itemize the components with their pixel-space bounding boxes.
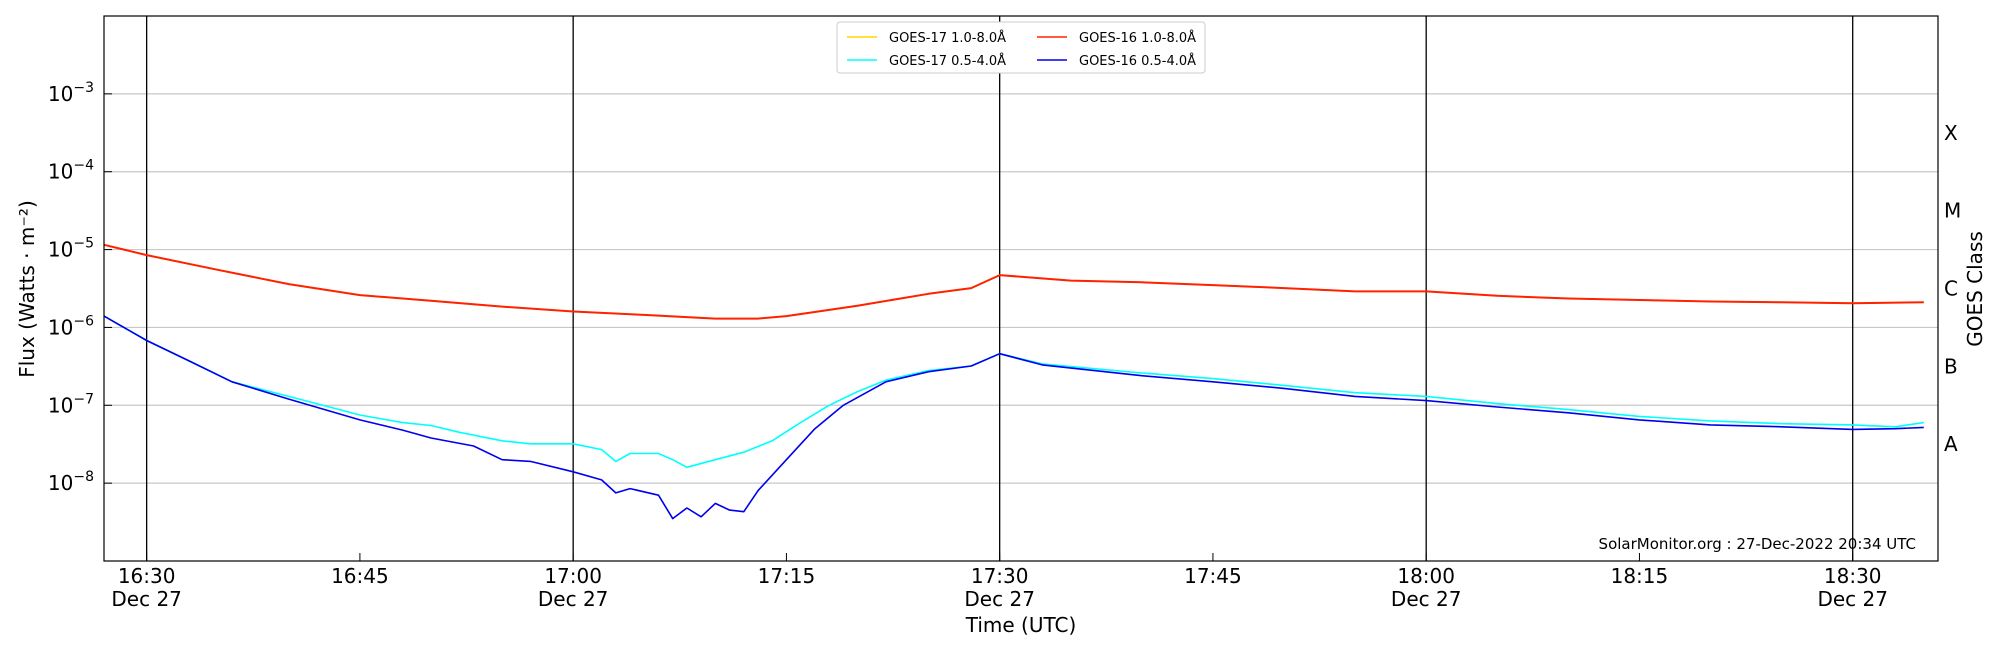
legend-label: GOES-17 0.5-4.0Å bbox=[889, 53, 1006, 69]
x-tick-date-label: Dec 27 bbox=[964, 587, 1035, 611]
legend-label: GOES-17 1.0-8.0Å bbox=[889, 30, 1006, 46]
goes-class-labels: X M C B A bbox=[1944, 121, 1961, 456]
goes-class-label: M bbox=[1944, 199, 1961, 223]
x-tick-label: 17:15 bbox=[758, 564, 816, 588]
goes-class-label: X bbox=[1944, 121, 1958, 145]
credit-annotation: SolarMonitor.org : 27-Dec-2022 20:34 UTC bbox=[1599, 535, 1916, 553]
y-tick-exponent: −5 bbox=[73, 236, 94, 252]
legend-label: GOES-16 1.0-8.0Å bbox=[1079, 30, 1196, 46]
y-tick-label: 10−5 bbox=[48, 236, 94, 262]
y-tick-exponent: −3 bbox=[73, 80, 94, 96]
goes-class-label: C bbox=[1944, 277, 1958, 301]
vertical-time-markers bbox=[146, 16, 1854, 561]
legend-box bbox=[836, 21, 1206, 74]
series-line bbox=[103, 315, 1924, 520]
y-tick-label: 10−3 bbox=[48, 80, 94, 106]
y-tick-base: 10 bbox=[48, 471, 73, 495]
y-tick-label: 10−4 bbox=[48, 158, 94, 184]
legend-label: GOES-16 0.5-4.0Å bbox=[1079, 53, 1196, 69]
y-tick-exponent: −8 bbox=[73, 469, 94, 485]
x-tick-date-label: Dec 27 bbox=[111, 587, 182, 611]
x-tick-date-label: Dec 27 bbox=[1817, 587, 1888, 611]
x-tick-label: 16:45 bbox=[331, 564, 389, 588]
series-line bbox=[103, 315, 1924, 469]
x-tick-date-label: Dec 27 bbox=[538, 587, 609, 611]
x-tick-label: 18:00 bbox=[1397, 564, 1455, 588]
y-tick-base: 10 bbox=[48, 315, 73, 339]
x-tick-label: 18:15 bbox=[1611, 564, 1669, 588]
x-tick-date-label: Dec 27 bbox=[1391, 587, 1462, 611]
y-tick-exponent: −7 bbox=[73, 391, 94, 407]
y-tick-label: 10−6 bbox=[48, 313, 94, 339]
series-layer bbox=[103, 243, 1924, 520]
x-tick-label: 17:00 bbox=[544, 564, 602, 588]
y-tick-label: 10−7 bbox=[48, 391, 94, 417]
y2-axis-title: GOES Class bbox=[1963, 231, 1987, 347]
x-axis-title: Time (UTC) bbox=[965, 613, 1077, 637]
y-tick-base: 10 bbox=[48, 238, 73, 262]
x-tick-label: 16:30 bbox=[118, 564, 176, 588]
y-tick-base: 10 bbox=[48, 393, 73, 417]
y-axis-title: Flux (Watts · m⁻²) bbox=[15, 200, 39, 378]
y-axis-ticks: 10−310−410−510−610−710−8 bbox=[48, 80, 112, 495]
gridlines bbox=[104, 93, 1938, 484]
y-tick-base: 10 bbox=[48, 160, 73, 184]
plot-frame bbox=[103, 15, 1939, 562]
series-line bbox=[103, 243, 1924, 320]
y-tick-base: 10 bbox=[48, 82, 73, 106]
y-axis-title-text: Flux (Watts · m⁻²) bbox=[15, 200, 39, 378]
series-line bbox=[103, 244, 1924, 320]
y-tick-exponent: −4 bbox=[73, 158, 94, 174]
x-tick-label: 17:30 bbox=[971, 564, 1029, 588]
y-tick-exponent: −6 bbox=[73, 313, 94, 329]
legend: GOES-17 1.0-8.0Å GOES-17 0.5-4.0Å GOES-16 … bbox=[836, 21, 1206, 74]
x-tick-label: 17:45 bbox=[1184, 564, 1242, 588]
goes-class-label: B bbox=[1944, 354, 1958, 378]
x-tick-label: 18:30 bbox=[1824, 564, 1882, 588]
y-tick-label: 10−8 bbox=[48, 469, 94, 495]
goes-class-label: A bbox=[1944, 432, 1958, 456]
